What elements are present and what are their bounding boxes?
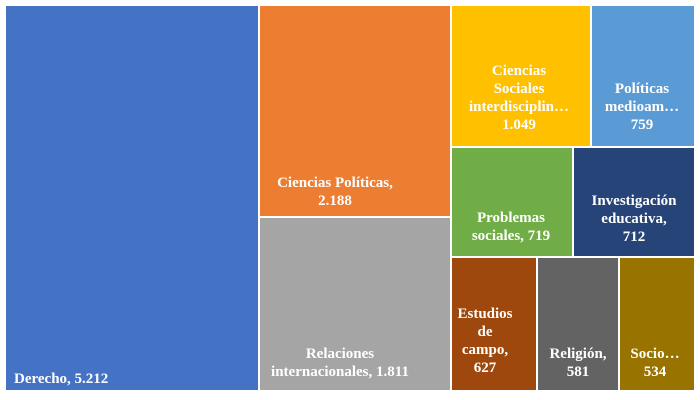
tile-label-line: Problemas — [477, 210, 545, 226]
tile-4 — [592, 6, 694, 146]
tile-8 — [538, 258, 618, 390]
tile-label-line: Políticas — [615, 81, 669, 97]
tile-label-9: Socio… 534 — [630, 346, 679, 380]
tile-label-line: 581 — [567, 364, 590, 380]
tile-3 — [452, 6, 590, 146]
tile-label-line: Relaciones — [306, 346, 374, 362]
tile-label-line: Derecho, 5.212 — [14, 371, 108, 387]
tile-label-8: Religión, 581 — [549, 346, 606, 380]
tile-label-line: 534 — [644, 364, 667, 380]
tile-9 — [620, 258, 694, 390]
tile-label-1: Ciencias Políticas, 2.188 — [277, 175, 393, 209]
tile-label-line: interdisciplin… — [469, 99, 569, 115]
tile-label-line: de — [478, 324, 493, 340]
tile-label-line: Ciencias — [492, 63, 546, 79]
tile-label-line: 627 — [474, 360, 497, 376]
tile-5 — [452, 148, 572, 256]
tile-1 — [260, 6, 450, 216]
tile-label-6: Investigación educativa, 712 — [591, 193, 677, 245]
tile-label-line: Sociales — [494, 81, 545, 97]
tile-label-7: Estudios de campo, 627 — [457, 306, 512, 376]
tile-label-line: 1.049 — [502, 117, 536, 133]
tile-label-2: Relaciones internacionales, 1.811 — [271, 346, 409, 380]
tile-0 — [6, 6, 258, 390]
tile-label-line: Estudios — [457, 306, 512, 322]
tile-label-line: 712 — [623, 229, 646, 245]
tile-7 — [452, 258, 536, 390]
tile-label-3: Ciencias Sociales interdisciplin… 1.049 — [469, 63, 569, 133]
tile-label-line: Investigación — [591, 193, 677, 209]
tile-label-line: Religión, — [549, 346, 606, 362]
tile-6 — [574, 148, 694, 256]
tile-label-line: Socio… — [630, 346, 679, 362]
tile-label-4: Políticas medioam… 759 — [605, 81, 679, 133]
tile-label-0: Derecho, 5.212 — [14, 371, 108, 387]
tile-label-line: educativa, — [601, 211, 667, 227]
tile-label-line: Ciencias Políticas, — [277, 175, 393, 191]
tile-label-line: medioam… — [605, 99, 679, 115]
treemap-tiles: Derecho, 5.212 Ciencias Políticas, 2.188 Re… — [6, 6, 694, 390]
tile-label-line: 759 — [631, 117, 654, 133]
tile-label-5: Problemas sociales, 719 — [472, 210, 550, 244]
tile-label-line: sociales, 719 — [472, 228, 550, 244]
tile-2 — [260, 218, 450, 390]
tile-label-line: campo, — [462, 342, 508, 358]
tile-label-line: internacionales, 1.811 — [271, 364, 409, 380]
tile-label-line: 2.188 — [318, 193, 352, 209]
